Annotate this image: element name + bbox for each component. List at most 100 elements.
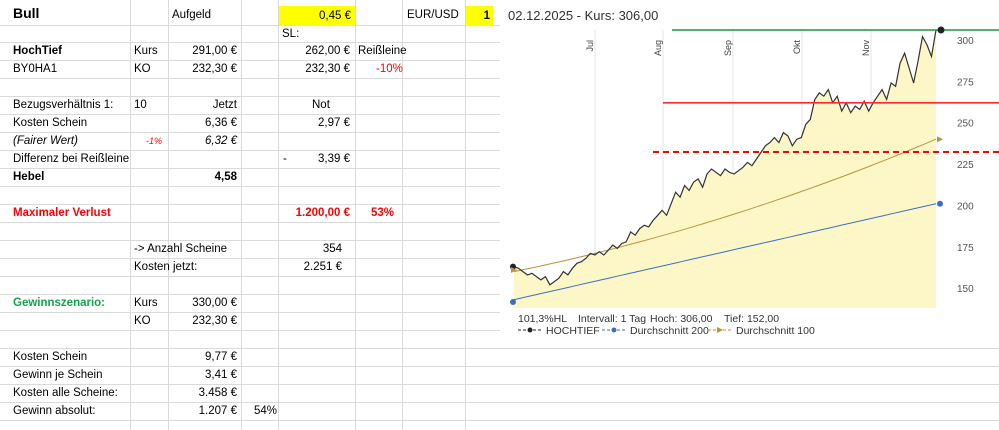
ga-value[interactable]: 1.207 €: [198, 405, 237, 417]
kurs-value[interactable]: 291,00 €: [192, 45, 237, 57]
grid-line: [402, 0, 403, 430]
grid-line: [0, 402, 999, 403]
hochtief-label[interactable]: HochTief: [13, 45, 62, 57]
moving-averages: [513, 138, 937, 301]
differenz-dash[interactable]: -: [283, 153, 287, 165]
ga-pct[interactable]: 54%: [254, 405, 278, 417]
fairer-wert-label[interactable]: (Fairer Wert): [13, 135, 78, 147]
max-verlust-label[interactable]: Maximaler Verlust: [13, 207, 111, 219]
grid-line: [0, 186, 999, 187]
grid-line: [0, 132, 999, 133]
legend-label: Durchschnitt 100: [736, 325, 815, 337]
grid-line: [241, 0, 242, 430]
kosten-schein-label[interactable]: Kosten Schein: [13, 117, 88, 129]
chart-title: 02.12.2025 - Kurs: 306,00: [508, 8, 659, 23]
hebel-value[interactable]: 4,58: [214, 171, 237, 183]
grid-line: [0, 96, 999, 97]
anzahl-value[interactable]: 354: [322, 243, 342, 255]
grid-line: [0, 276, 999, 277]
kosten-jetzt-label[interactable]: Kosten jetzt:: [134, 261, 198, 273]
wkn-label[interactable]: BY0HA1: [13, 63, 58, 75]
grid-line: [278, 0, 279, 430]
grid-line: [0, 78, 999, 79]
footer-intervall: Intervall: 1 Tag: [578, 313, 646, 325]
price-line: [513, 29, 937, 286]
x-tick-label: Nov: [861, 40, 871, 57]
bezug-label[interactable]: Bezugsverhältnis 1:: [13, 99, 114, 111]
grid-line: [0, 60, 999, 61]
fx-label[interactable]: EUR/USD: [407, 9, 459, 21]
y-tick-label: 250: [957, 119, 974, 130]
gjs-value[interactable]: 3,41 €: [205, 369, 237, 381]
y-tick-label: 200: [957, 201, 974, 212]
gz-ko-label[interactable]: KO: [134, 315, 151, 327]
y-tick-label: 175: [957, 243, 974, 254]
legend-label: HOCHTIEF: [546, 325, 600, 337]
not-header[interactable]: Not: [312, 99, 330, 111]
max-verlust-value[interactable]: 1.200,00 €: [295, 207, 350, 219]
kosten-schein-jetzt[interactable]: 6,36 €: [205, 117, 237, 129]
footer-hoch: Hoch: 306,00: [650, 313, 713, 325]
chart-legend: HOCHTIEF Durchschnitt 200 Durchschnitt 100: [518, 325, 815, 337]
fx-cell[interactable]: 1: [466, 6, 493, 26]
grid-line: [0, 114, 999, 115]
gz-kurs-label[interactable]: Kurs: [134, 297, 158, 309]
kosten-schein-not[interactable]: 2,97 €: [318, 117, 350, 129]
ko-value[interactable]: 232,30 €: [192, 63, 237, 75]
anzahl-label[interactable]: -> Anzahl Scheine: [134, 243, 228, 255]
legend-label: Durchschnitt 200: [630, 325, 709, 337]
max-verlust-pct[interactable]: 53%: [371, 207, 395, 219]
stock-chart[interactable]: 02.12.2025 - Kurs: 306,00 Jul Aug Sep Okt No…: [500, 0, 999, 344]
ks-value[interactable]: 9,77 €: [205, 351, 237, 363]
x-tick-label: Aug: [653, 40, 663, 56]
reissleine-label[interactable]: Reißleine: [358, 45, 407, 57]
grid-line: [0, 42, 999, 43]
differenz-value[interactable]: 3,39 €: [318, 153, 350, 165]
kosten-jetzt-value[interactable]: 2.251 €: [303, 261, 342, 273]
legend-marker: [527, 327, 533, 333]
price-line-group: [513, 29, 937, 286]
x-tick-labels: Jul Aug Sep Okt Nov: [585, 40, 871, 57]
sl-label[interactable]: SL:: [282, 28, 300, 40]
legend-marker: [611, 327, 617, 333]
legend-marker: [717, 327, 723, 333]
grid-line: [0, 240, 999, 241]
sheet-title[interactable]: Bull: [13, 5, 40, 21]
grid-line: [0, 168, 999, 169]
grid-line: [168, 0, 169, 430]
aufgeld-cell[interactable]: 0,45 €: [279, 6, 355, 26]
gewinn-label[interactable]: Gewinnszenario:: [13, 297, 106, 309]
kas-value[interactable]: 3.458 €: [198, 387, 237, 399]
fairer-value[interactable]: 6,32 €: [205, 135, 237, 147]
ga-label[interactable]: Gewinn absolut:: [13, 405, 96, 417]
footer-tief: Tief: 152,00: [724, 313, 779, 325]
y-tick-label: 225: [957, 160, 974, 171]
kurs-label[interactable]: Kurs: [134, 45, 158, 57]
gz-kurs-value[interactable]: 330,00 €: [192, 297, 237, 309]
gz-ko-value[interactable]: 232,30 €: [192, 315, 237, 327]
y-tick-label: 150: [957, 284, 974, 295]
grid-line: [0, 258, 999, 259]
fairer-pct[interactable]: -1%: [146, 136, 163, 146]
grid-line: [0, 25, 999, 26]
gjs-label[interactable]: Gewinn je Schein: [13, 369, 103, 381]
grid-line: [0, 366, 999, 367]
hebel-label[interactable]: Hebel: [13, 171, 45, 183]
x-tick-label: Sep: [723, 40, 733, 56]
grid-line: [0, 384, 999, 385]
kas-label[interactable]: Kosten alle Scheine:: [13, 387, 118, 399]
bezug-value[interactable]: 10: [134, 99, 147, 111]
ko-value-2[interactable]: 232,30 €: [305, 63, 350, 75]
sl-value[interactable]: 262,00 €: [305, 45, 350, 57]
jetzt-header[interactable]: Jetzt: [212, 99, 237, 111]
ks-label[interactable]: Kosten Schein: [13, 351, 88, 363]
price-end-marker: [937, 26, 945, 34]
reissleine-pct[interactable]: -10%: [376, 63, 403, 75]
grid-line: [0, 420, 999, 421]
grid-line: [130, 0, 131, 430]
differenz-label[interactable]: Differenz bei Reißleine: [13, 153, 130, 165]
ko-label[interactable]: KO: [134, 63, 151, 75]
aufgeld-label[interactable]: Aufgeld: [172, 9, 212, 21]
grid-line: [0, 312, 999, 313]
